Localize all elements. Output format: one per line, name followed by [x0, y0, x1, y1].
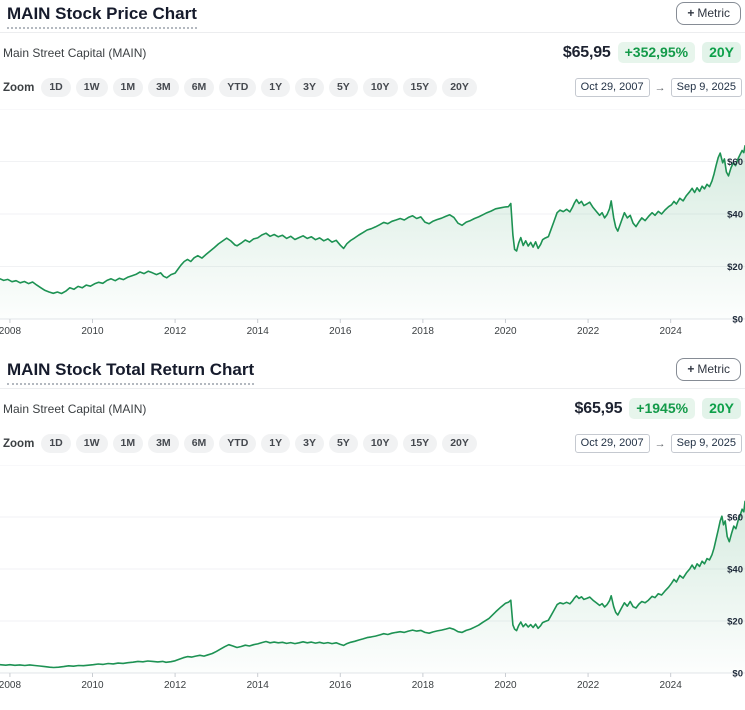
zoom-option-1y[interactable]: 1Y — [261, 434, 291, 453]
zoom-option-3m[interactable]: 3M — [148, 78, 179, 97]
x-axis-label: 2014 — [247, 680, 270, 691]
plus-icon: + — [687, 6, 695, 20]
arrow-right-icon: → — [654, 81, 666, 94]
zoom-option-20y[interactable]: 20Y — [442, 78, 477, 97]
x-axis-label: 2008 — [0, 326, 21, 337]
price-values: $65,95 +352,95% 20Y — [563, 42, 741, 63]
total-return-chart-title[interactable]: MAIN Stock Total Return Chart — [7, 358, 255, 385]
price-line — [0, 145, 745, 295]
zoom-option-10y[interactable]: 10Y — [362, 434, 398, 453]
zoom-option-ytd[interactable]: YTD — [219, 434, 257, 453]
add-metric-button[interactable]: + Metric — [676, 358, 741, 381]
zoom-label: Zoom — [3, 81, 35, 94]
total-return-chart-section: MAIN Stock Total Return Chart + Metric Ma… — [0, 356, 745, 696]
zoom-toolbar: Zoom 1D 1W 1M 3M 6M YTD 1Y 3Y 5Y 10Y 15Y 20Y Oct 29… — [0, 419, 745, 453]
x-axis-label: 2020 — [494, 680, 517, 691]
x-axis-label: 2008 — [0, 680, 21, 691]
x-axis-label: 2012 — [164, 680, 187, 691]
zoom-option-6m[interactable]: 6M — [183, 78, 215, 97]
zoom-option-1w[interactable]: 1W — [75, 78, 108, 97]
x-axis-label: 2014 — [247, 326, 270, 337]
total-return-chart-header: MAIN Stock Total Return Chart + Metric — [0, 358, 745, 388]
zoom-options: 1D 1W 1M 3M 6M YTD 1Y 3Y 5Y 10Y 15Y 20Y — [41, 78, 477, 97]
total-return-chart-plot[interactable]: 2008 2010 2012 2014 2016 2018 2020 2022 2024 $0 $2… — [0, 465, 745, 696]
price-chart-section: MAIN Stock Price Chart + Metric Main Stre… — [0, 0, 745, 342]
x-axis-label: 2010 — [81, 326, 104, 337]
company-name: Main Street Capital (MAIN) — [3, 45, 147, 60]
y-axis-label: $40 — [727, 565, 743, 576]
zoom-option-3m[interactable]: 3M — [148, 434, 179, 453]
date-to-input[interactable]: Sep 9, 2025 — [670, 78, 742, 97]
x-axis-label: 2010 — [81, 680, 104, 691]
y-axis-label: $20 — [727, 262, 743, 273]
current-price: $65,95 — [562, 43, 611, 61]
date-to-input[interactable]: Sep 9, 2025 — [670, 434, 742, 453]
y-axis-label: $20 — [727, 617, 743, 628]
price-area-chart[interactable]: 2008 2010 2012 2014 2016 2018 2020 2022 2024 $0 $2… — [0, 109, 745, 342]
x-axis-label: 2016 — [329, 326, 352, 337]
add-metric-label: Metric — [697, 6, 730, 20]
plus-icon: + — [687, 362, 695, 376]
y-axis-label: $60 — [727, 513, 743, 524]
x-axis-label: 2018 — [412, 326, 435, 337]
y-axis-label: $40 — [727, 210, 743, 221]
zoom-option-1m[interactable]: 1M — [112, 434, 144, 453]
zoom-option-3y[interactable]: 3Y — [295, 78, 324, 97]
zoom-option-10y[interactable]: 10Y — [362, 78, 398, 97]
zoom-options: 1D 1W 1M 3M 6M YTD 1Y 3Y 5Y 10Y 15Y 20Y — [41, 434, 477, 453]
x-axis-label: 2024 — [660, 326, 683, 337]
date-from-input[interactable]: Oct 29, 2007 — [574, 434, 650, 453]
x-axis-label: 2022 — [577, 326, 600, 337]
date-range: Oct 29, 2007 → Sep 9, 2025 — [574, 434, 742, 453]
zoom-option-15y[interactable]: 15Y — [402, 434, 438, 453]
price-line — [0, 500, 745, 669]
x-axis-label: 2012 — [164, 326, 187, 337]
x-axis-label: 2020 — [494, 326, 517, 337]
x-axis-label: 2016 — [329, 680, 352, 691]
y-axis-label: $0 — [732, 669, 743, 680]
total-return-area-chart[interactable]: 2008 2010 2012 2014 2016 2018 2020 2022 2024 $0 $2… — [0, 465, 745, 696]
date-range: Oct 29, 2007 → Sep 9, 2025 — [574, 78, 742, 97]
change-badge: +352,95% — [617, 42, 696, 63]
header-divider — [0, 32, 745, 33]
zoom-option-20y[interactable]: 20Y — [442, 434, 477, 453]
zoom-option-1y[interactable]: 1Y — [261, 78, 291, 97]
range-badge: 20Y — [702, 42, 741, 63]
price-chart-plot[interactable]: 2008 2010 2012 2014 2016 2018 2020 2022 2024 $0 $2… — [0, 109, 745, 342]
date-from-input[interactable]: Oct 29, 2007 — [574, 78, 650, 97]
company-name: Main Street Capital (MAIN) — [3, 401, 147, 416]
arrow-right-icon: → — [654, 437, 666, 450]
header-divider — [0, 388, 745, 389]
x-axis-label: 2022 — [577, 680, 600, 691]
zoom-option-15y[interactable]: 15Y — [402, 78, 438, 97]
range-badge: 20Y — [702, 398, 741, 419]
total-return-values: $65,95 +1945% 20Y — [575, 398, 741, 419]
zoom-option-1d[interactable]: 1D — [41, 78, 71, 97]
price-chart-header: MAIN Stock Price Chart + Metric — [0, 2, 745, 32]
zoom-option-5y[interactable]: 5Y — [328, 434, 358, 453]
price-info-row: Main Street Capital (MAIN) $65,95 +352,9… — [0, 33, 745, 63]
x-axis-label: 2018 — [412, 680, 435, 691]
zoom-option-1m[interactable]: 1M — [112, 78, 144, 97]
x-axis-label: 2024 — [660, 680, 683, 691]
add-metric-button[interactable]: + Metric — [676, 2, 741, 25]
zoom-option-1d[interactable]: 1D — [41, 434, 71, 453]
zoom-option-6m[interactable]: 6M — [183, 434, 215, 453]
zoom-option-5y[interactable]: 5Y — [328, 78, 358, 97]
zoom-toolbar: Zoom 1D 1W 1M 3M 6M YTD 1Y 3Y 5Y 10Y 15Y 20Y Oct 29… — [0, 63, 745, 97]
y-axis-label: $0 — [732, 315, 743, 326]
total-return-info-row: Main Street Capital (MAIN) $65,95 +1945%… — [0, 389, 745, 419]
change-badge: +1945% — [629, 398, 696, 419]
current-price: $65,95 — [574, 399, 623, 417]
area-fill — [0, 145, 745, 319]
zoom-option-ytd[interactable]: YTD — [219, 78, 257, 97]
zoom-label: Zoom — [3, 437, 35, 450]
zoom-option-3y[interactable]: 3Y — [295, 434, 324, 453]
price-chart-title[interactable]: MAIN Stock Price Chart — [7, 2, 197, 29]
add-metric-label: Metric — [697, 362, 730, 376]
y-axis-label: $60 — [727, 157, 743, 168]
area-fill — [0, 501, 745, 673]
zoom-option-1w[interactable]: 1W — [75, 434, 108, 453]
